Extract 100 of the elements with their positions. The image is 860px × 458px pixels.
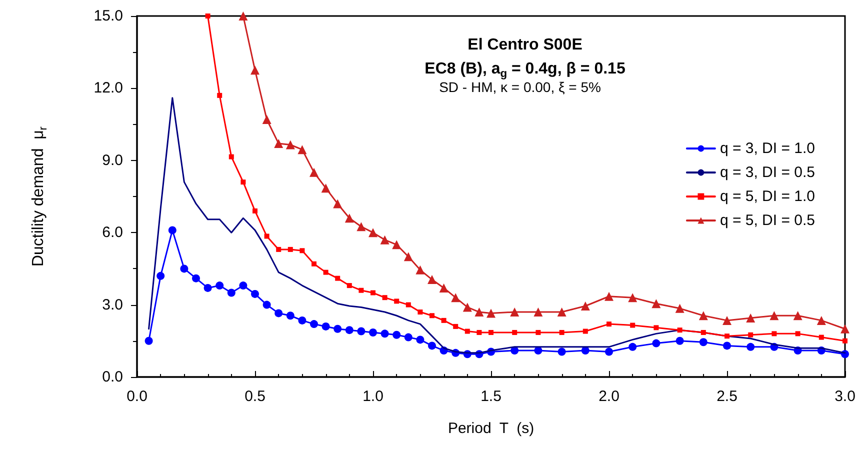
legend-label: q = 3, DI = 1.0 — [720, 140, 815, 157]
point — [816, 316, 826, 325]
point — [746, 342, 755, 351]
point — [274, 309, 283, 318]
point — [793, 311, 802, 320]
legend-label: q = 5, DI = 1.0 — [720, 188, 815, 205]
point — [652, 339, 660, 348]
point — [357, 327, 366, 336]
point — [416, 265, 425, 274]
point — [512, 330, 518, 335]
point — [748, 332, 754, 338]
point — [724, 334, 730, 339]
point — [654, 325, 659, 330]
y-tick-label: 9.0 — [102, 152, 123, 169]
x-axis-title: Period T (s) — [448, 420, 534, 437]
point — [604, 292, 614, 301]
point — [795, 331, 800, 336]
y-tick-label: 0.0 — [102, 368, 123, 386]
point — [416, 336, 424, 344]
point — [699, 338, 708, 346]
point — [464, 328, 470, 334]
point — [722, 316, 732, 325]
point — [462, 302, 472, 312]
point — [251, 290, 259, 298]
point — [818, 334, 824, 340]
point — [451, 293, 460, 302]
point — [606, 322, 612, 327]
point — [406, 302, 411, 308]
point — [312, 261, 316, 266]
point — [675, 304, 684, 313]
point — [262, 114, 272, 124]
point — [418, 310, 423, 315]
point — [344, 214, 354, 223]
point — [298, 145, 307, 154]
point — [310, 320, 318, 328]
point — [652, 299, 661, 308]
point — [582, 328, 588, 334]
point — [286, 140, 295, 150]
point — [156, 272, 165, 280]
point — [488, 330, 494, 335]
point — [628, 293, 638, 302]
point — [394, 298, 400, 304]
x-tick-label: 0.5 — [244, 388, 266, 405]
point — [486, 308, 496, 318]
point — [392, 330, 401, 339]
y-tick-label: 3.0 — [102, 296, 123, 314]
point — [334, 324, 342, 333]
point — [264, 234, 270, 239]
point — [288, 246, 293, 252]
point — [333, 199, 342, 208]
point — [358, 288, 364, 293]
point — [382, 295, 388, 300]
point — [559, 330, 564, 335]
point — [628, 342, 637, 351]
point — [404, 333, 412, 342]
point — [676, 336, 684, 345]
x-tick-label: 2.0 — [598, 388, 620, 405]
point — [346, 283, 352, 288]
point — [474, 308, 484, 317]
point — [228, 154, 234, 160]
text: El Centro S00E — [468, 36, 583, 54]
point — [510, 308, 520, 317]
point — [144, 336, 153, 345]
point — [227, 288, 236, 297]
point — [168, 226, 176, 234]
point — [205, 14, 210, 18]
x-tick-label: 1.5 — [480, 388, 502, 405]
point — [404, 252, 413, 262]
point — [321, 184, 330, 193]
point — [441, 318, 446, 323]
point — [204, 284, 212, 292]
point — [428, 275, 436, 284]
point — [430, 313, 434, 318]
point — [300, 248, 305, 254]
point — [476, 330, 482, 335]
y-tick-label: 15.0 — [94, 8, 123, 24]
point — [370, 290, 376, 296]
legend-label: q = 3, DI = 0.5 — [720, 164, 815, 181]
point — [439, 283, 448, 292]
point — [698, 311, 708, 320]
point — [428, 342, 436, 350]
point — [605, 348, 613, 356]
point — [723, 342, 731, 350]
point — [216, 282, 224, 290]
point — [840, 324, 850, 334]
x-tick-label: 3.0 — [834, 388, 856, 405]
point — [262, 300, 271, 309]
point — [345, 326, 354, 334]
point — [369, 328, 377, 336]
point — [700, 330, 706, 335]
point — [536, 330, 541, 335]
annotation: SD - HM, κ = 0.00, ξ = 5% — [439, 79, 601, 95]
point — [239, 282, 248, 290]
point — [557, 308, 566, 317]
point — [746, 314, 756, 323]
point — [335, 276, 340, 281]
point — [310, 168, 318, 177]
point — [534, 346, 542, 355]
x-tick-label: 2.5 — [716, 388, 738, 405]
point — [510, 346, 519, 355]
